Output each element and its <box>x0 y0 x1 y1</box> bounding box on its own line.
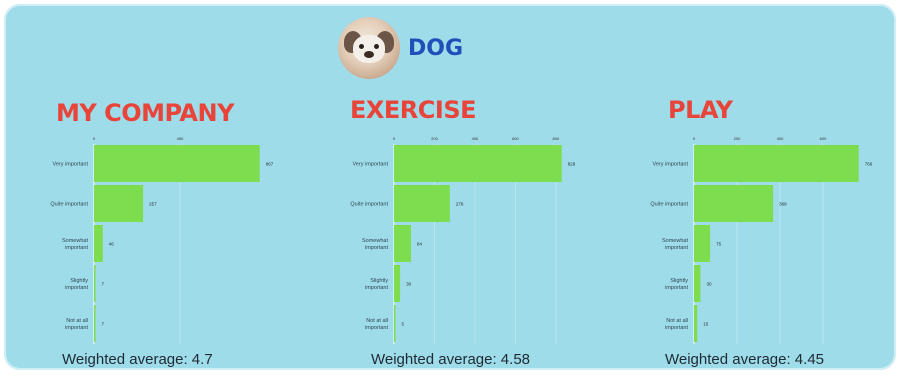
bar-value-label: 5 <box>402 322 405 327</box>
bar <box>94 225 103 262</box>
category-label: Slightly important <box>365 278 388 291</box>
bar-value-label: 829 <box>568 162 576 167</box>
chart-title-exercise: EXERCISE <box>350 96 477 124</box>
bar <box>94 145 260 182</box>
bar <box>394 265 401 302</box>
bar <box>694 225 711 262</box>
category-label: Slightly important <box>65 278 88 291</box>
x-tick-label: 600 <box>512 136 519 141</box>
category-label: Very important <box>53 162 89 168</box>
bar-value-label: 257 <box>149 202 157 207</box>
x-tick-label: 0 <box>693 136 696 141</box>
bar <box>94 305 96 342</box>
weighted-average-exercise: Weighted average: 4.58 <box>371 351 531 368</box>
bar <box>694 305 698 342</box>
x-tick-label: 0 <box>393 136 396 141</box>
x-tick-label: 600 <box>820 136 827 141</box>
dog-avatar-icon <box>338 17 400 79</box>
weighted-average-play: Weighted average: 4.45 <box>665 351 825 368</box>
category-label: Slightly important <box>665 278 688 291</box>
bar-value-label: 766 <box>865 162 873 167</box>
chart-title-play: PLAY <box>668 96 733 124</box>
x-tick-label: 400 <box>777 136 784 141</box>
x-tick-label: 400 <box>472 136 479 141</box>
bar <box>394 305 396 342</box>
x-tick-label: 200 <box>431 136 438 141</box>
x-tick-label: 450 <box>177 136 184 141</box>
bar <box>694 265 701 302</box>
bar-value-label: 75 <box>716 242 722 247</box>
bar <box>94 185 144 222</box>
category-label: Very important <box>353 162 389 168</box>
category-label: Quite important <box>650 202 688 208</box>
bar <box>394 185 450 222</box>
chart-title-my-company: MY COMPANY <box>56 99 234 127</box>
bar-value-label: 30 <box>406 282 412 287</box>
bar-value-label: 7 <box>102 322 105 327</box>
category-label: Not at all important <box>365 318 388 331</box>
x-tick-label: 800 <box>553 136 560 141</box>
bar-value-label: 30 <box>706 282 712 287</box>
bar <box>694 185 774 222</box>
weighted-average-my-company: Weighted average: 4.7 <box>62 351 213 368</box>
chart-play: 0 200 400 600 Very important 766 Quite importa… <box>650 136 873 344</box>
category-label: Not at all important <box>665 318 688 331</box>
category-label: Quite important <box>350 202 388 208</box>
bar-value-label: 368 <box>779 202 787 207</box>
category-label: Somewhat important <box>662 238 688 251</box>
bar-value-label: 867 <box>266 162 274 167</box>
bar-value-label: 7 <box>102 282 105 287</box>
x-tick-label: 0 <box>93 136 96 141</box>
header-label: DOG <box>408 35 464 61</box>
chart-exercise: 0 200 400 600 800 Very important 829 Quite impo… <box>350 136 576 344</box>
bar <box>394 225 411 262</box>
bar-value-label: 15 <box>703 322 709 327</box>
category-label: Somewhat important <box>362 238 388 251</box>
category-label: Somewhat important <box>62 238 88 251</box>
x-tick-label: 200 <box>734 136 741 141</box>
bar-value-label: 276 <box>456 202 464 207</box>
chart-my-company: 0 450 Very important 867 Quite important 257 S… <box>50 136 274 344</box>
bar <box>694 145 859 182</box>
category-label: Quite important <box>50 202 88 208</box>
bar <box>94 265 96 302</box>
category-label: Not at all important <box>65 318 88 331</box>
bar-value-label: 46 <box>109 242 115 247</box>
bar-value-label: 84 <box>417 242 423 247</box>
chart-header: DOG <box>338 16 463 80</box>
bar <box>394 145 562 182</box>
category-label: Very important <box>653 162 689 168</box>
